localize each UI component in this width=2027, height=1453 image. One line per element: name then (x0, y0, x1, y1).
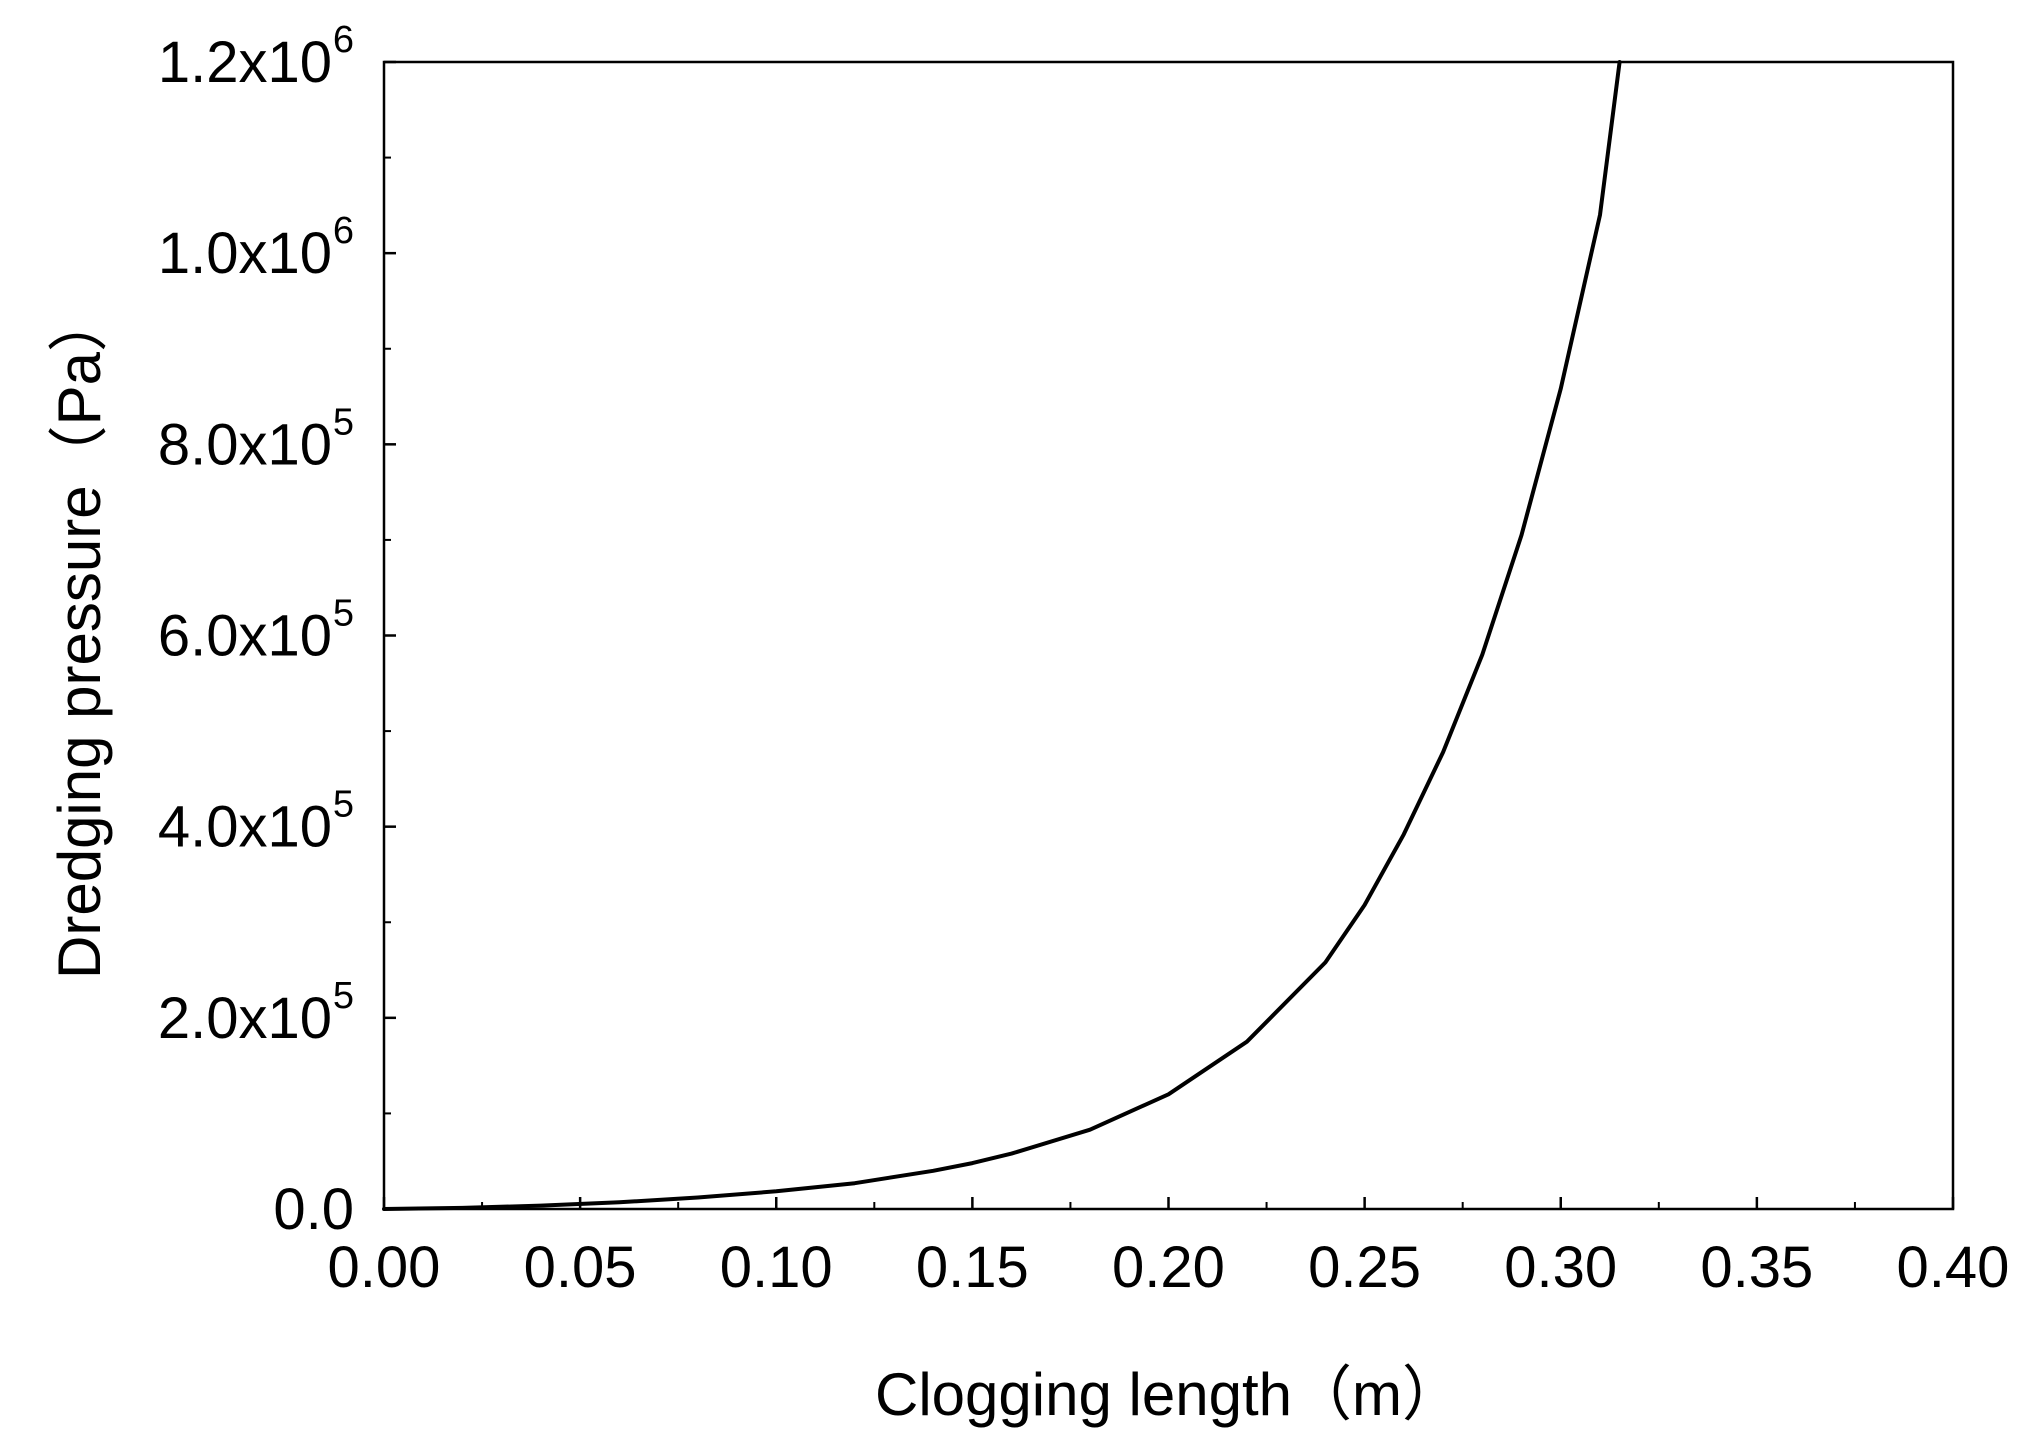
x-axis-label: Clogging length（m） (875, 1361, 1462, 1428)
y-tick-label-5: 61.0x10 (158, 210, 354, 286)
y-tick-labels: 0.052.0x1054.0x1056.0x1058.0x1061.0x1061… (158, 19, 354, 1242)
x-tick-label-4: 0.20 (1112, 1235, 1225, 1300)
y-tick-mantissa: 0.0 (273, 1177, 354, 1242)
y-tick-exponent: 5 (333, 401, 354, 443)
x-tick-label-1: 0.05 (524, 1235, 637, 1300)
x-tick-label-3: 0.15 (916, 1235, 1029, 1300)
y-tick-label-6: 61.2x10 (158, 19, 354, 95)
y-tick-label-4: 58.0x10 (158, 401, 354, 477)
y-tick-label-2: 54.0x10 (158, 784, 354, 860)
x-tick-label-6: 0.30 (1504, 1235, 1617, 1300)
x-tick-label-2: 0.10 (720, 1235, 833, 1300)
y-tick-exponent: 5 (333, 593, 354, 635)
y-tick-exponent: 6 (333, 19, 354, 61)
x-tick-label-5: 0.25 (1308, 1235, 1421, 1300)
y-tick-mantissa: 1.0x10 (158, 221, 332, 286)
y-tick-label-0: 0.0 (273, 1177, 354, 1242)
x-tick-label-7: 0.35 (1700, 1235, 1813, 1300)
y-tick-label-3: 56.0x10 (158, 593, 354, 669)
series-line-0 (382, 60, 1622, 1211)
y-axis-label: Dredging pressure（Pa） (46, 292, 113, 979)
y-tick-exponent: 5 (333, 975, 354, 1017)
series-layer (382, 60, 1622, 1211)
y-tick-mantissa: 8.0x10 (158, 412, 332, 477)
x-tick-labels: 0.00 0.05 0.10 0.15 0.20 0.25 0.30 0.35 0.40 (328, 1235, 2010, 1300)
y-tick-mantissa: 4.0x10 (158, 795, 332, 860)
y-tick-exponent: 6 (333, 210, 354, 252)
plot-frame (382, 60, 1955, 1211)
y-tick-mantissa: 2.0x10 (158, 986, 332, 1051)
y-tick-label-1: 52.0x10 (158, 975, 354, 1051)
y-tick-mantissa: 1.2x10 (158, 30, 332, 95)
x-tick-label-0: 0.00 (328, 1235, 441, 1300)
x-tick-label-8: 0.40 (1897, 1235, 2010, 1300)
y-tick-mantissa: 6.0x10 (158, 604, 332, 669)
y-tick-exponent: 5 (333, 784, 354, 826)
